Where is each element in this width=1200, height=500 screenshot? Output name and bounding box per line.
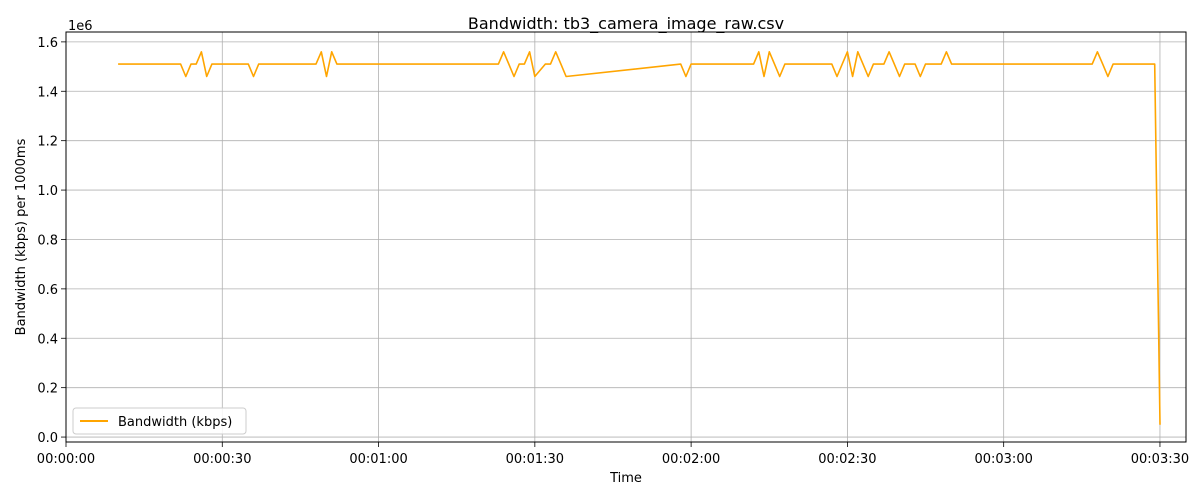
grid-layer (65, 32, 1186, 442)
x-tick-label: 00:00:30 (193, 452, 251, 467)
y-tick-label: 1.6 (37, 36, 58, 51)
legend-label: Bandwidth (kbps) (118, 415, 232, 430)
chart-title: Bandwidth: tb3_camera_image_raw.csv (468, 14, 784, 34)
y-tick-label: 0.6 (37, 283, 58, 298)
tick-layer: 00:00:00 00:00:30 00:01:00 00:01:30 00:02:00… (37, 36, 1189, 467)
y-tick-label: 0.0 (37, 431, 58, 446)
y-tick-label: 1.0 (37, 184, 58, 199)
y-axis-title: Bandwidth (kbps) per 1000ms (14, 138, 29, 335)
legend-box (72, 407, 247, 435)
y-tick-label: 0.2 (37, 382, 58, 397)
series-layer (118, 50, 1161, 425)
x-tick-label: 00:01:30 (506, 452, 564, 467)
series-line-bandwidth (118, 50, 1161, 425)
x-tick-label: 00:03:30 (1131, 452, 1189, 467)
x-tick-label: 00:03:00 (974, 452, 1032, 467)
y-offset-label: 1e6 (68, 19, 93, 34)
y-tick-label: 0.8 (37, 233, 58, 248)
legend: Bandwidth (kbps) (72, 407, 247, 435)
x-axis-title: Time (609, 471, 642, 486)
y-tick-label: 1.4 (37, 85, 58, 100)
x-tick-label: 00:02:00 (662, 452, 720, 467)
x-tick-label: 00:02:30 (818, 452, 876, 467)
y-tick-label: 0.4 (37, 332, 58, 347)
y-tick-label: 1.2 (37, 135, 58, 150)
plot-frame (65, 31, 1187, 443)
x-tick-label: 00:00:00 (37, 452, 95, 467)
x-tick-label: 00:01:00 (349, 452, 407, 467)
